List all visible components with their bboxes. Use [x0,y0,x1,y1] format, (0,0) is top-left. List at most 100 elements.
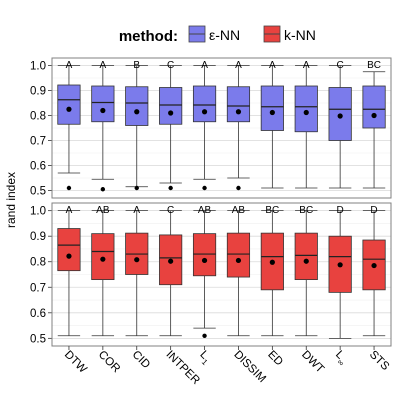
x-tick-label-subscript: ∞ [335,357,346,368]
group-letter: A [66,205,73,216]
box [91,85,115,123]
x-tick-label-base: INTPER [164,349,202,387]
outlier-point [66,185,72,191]
x-tick-label-base: COR [96,349,123,376]
y-tick-label: 0.6 [30,308,46,320]
box [260,85,284,131]
outlier-point [168,185,173,191]
group-letter: C [337,60,344,71]
box [57,228,81,272]
group-letter: D [370,205,377,216]
box [294,232,318,281]
mean-point [235,109,242,115]
outlier-point [202,185,207,191]
group-letter: AB [96,205,110,216]
group-letter: A [201,60,208,71]
panel-enn: 0.50.60.70.80.91.0 A A B C A A A A C BC [30,57,392,199]
mean-point [100,256,106,262]
legend: method: ε-NN k-NN [119,25,316,45]
box [294,85,318,133]
box [57,84,81,125]
x-tick-label: COR [96,349,123,376]
legend-label-knn: k-NN [284,27,316,43]
x-tick-label-base: DTW [62,349,89,376]
x-tick-label: CID [130,349,152,371]
y-tick-label: 0.8 [30,257,46,269]
mean-point [303,258,309,264]
x-tick-label: L∞ [331,349,350,368]
mean-point [269,259,275,265]
x-tick-label-subscript: 1 [200,357,210,367]
group-letter: A [100,60,107,71]
y-axis-label: rand index [4,172,18,228]
mean-point [168,258,174,264]
group-letter: A [235,60,242,71]
x-tick-label: ED [265,349,285,369]
y-tick-label: 0.6 [30,161,46,173]
group-letter: BC [299,205,313,216]
group-letter: A [303,60,310,71]
mean-point [235,257,242,264]
y-tick-label: 0.7 [30,136,46,148]
mean-point [337,113,343,119]
mean-point [337,262,343,268]
mean-point [100,107,106,114]
y-tick-label: 0.8 [30,111,46,123]
outlier-point [100,187,106,192]
y-tick-label: 0.7 [30,282,46,294]
x-tick-label-base: ED [265,349,285,369]
x-tick-label: INTPER [164,349,202,387]
mean-point [66,106,72,112]
x-tick-label-base: DISSIM [231,349,268,386]
x-tick-label: DTW [62,349,89,376]
y-tick-label: 1.0 [30,61,46,73]
x-tick-label: STS [367,349,392,374]
mean-point [269,109,275,116]
mean-point [134,109,140,115]
box [226,86,251,123]
group-letter: BC [265,205,279,216]
panel-knn: 0.5 0.6 0.7 0.8 0.9 1.0 A AB A C AB AB BC BC D D [30,202,392,347]
legend-title: method: [119,28,178,45]
mean-point [201,109,208,115]
outlier-point [236,185,241,191]
panel-border [51,202,392,347]
y-tick-label: 0.9 [30,231,46,243]
box [125,86,149,126]
legend-label-enn: ε-NN [209,27,240,43]
group-letter: BC [367,60,381,71]
outlier-point [134,185,139,191]
box [159,87,183,125]
box [192,233,217,277]
box [226,232,251,278]
x-tick-label: DWT [299,349,326,376]
mean-point [371,112,377,119]
group-letter: B [133,60,140,71]
mean-point [371,262,377,269]
group-letter: AB [232,205,246,216]
group-letter: AB [198,205,212,216]
x-tick-label: DISSIM [231,349,268,386]
group-letter: A [133,205,140,216]
mean-point [168,110,174,116]
box [192,85,217,123]
mean-point [134,257,140,263]
y-tick-label: 1.0 [30,206,46,218]
group-letter: A [66,60,73,71]
group-letter: C [167,60,174,71]
box [362,85,386,129]
x-tick-label: L1 [195,349,214,368]
outlier-point [202,333,207,338]
mean-point [303,109,309,116]
group-letter: C [167,205,174,216]
x-tick-label-base: CID [130,349,152,371]
x-tick-label-base: STS [367,349,392,374]
group-letter: A [269,60,276,71]
x-tick-label-base: DWT [299,349,326,376]
y-tick-label: 0.5 [30,333,46,345]
y-tick-label: 0.9 [30,86,46,98]
y-tick-label: 0.5 [30,186,46,198]
panel-border [51,57,392,199]
